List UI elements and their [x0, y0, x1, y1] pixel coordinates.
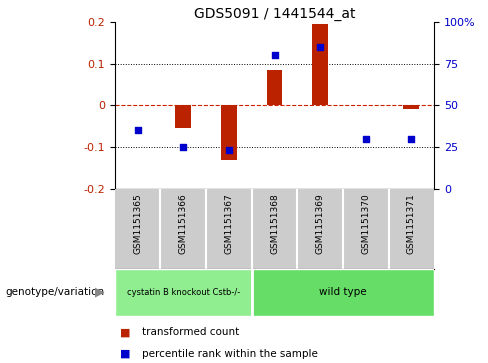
Bar [266, 70, 283, 105]
Text: GSM1151369: GSM1151369 [316, 193, 325, 253]
Bar [115, 269, 252, 316]
Point [134, 127, 142, 133]
Text: percentile rank within the sample: percentile rank within the sample [142, 348, 317, 359]
Point [270, 52, 278, 58]
Point [362, 136, 370, 142]
Text: cystatin B knockout Cstb-/-: cystatin B knockout Cstb-/- [126, 288, 240, 297]
Text: ■: ■ [120, 348, 130, 359]
Text: GSM1151366: GSM1151366 [179, 193, 188, 253]
Bar [252, 269, 434, 316]
Text: ▶: ▶ [95, 286, 105, 299]
Text: ■: ■ [120, 327, 130, 337]
Point [179, 144, 187, 150]
Bar [175, 105, 191, 128]
Text: transformed count: transformed count [142, 327, 239, 337]
Bar [221, 105, 237, 160]
Text: GSM1151365: GSM1151365 [133, 193, 142, 253]
Text: GSM1151370: GSM1151370 [361, 193, 370, 253]
Point [407, 136, 415, 142]
Bar [404, 105, 420, 110]
Text: GSM1151371: GSM1151371 [407, 193, 416, 253]
Point [225, 147, 233, 153]
Bar [312, 24, 328, 105]
Text: genotype/variation: genotype/variation [5, 287, 104, 297]
Text: wild type: wild type [319, 287, 367, 297]
Text: GSM1151368: GSM1151368 [270, 193, 279, 253]
Title: GDS5091 / 1441544_at: GDS5091 / 1441544_at [194, 7, 355, 21]
Point [316, 44, 324, 50]
Text: GSM1151367: GSM1151367 [224, 193, 233, 253]
